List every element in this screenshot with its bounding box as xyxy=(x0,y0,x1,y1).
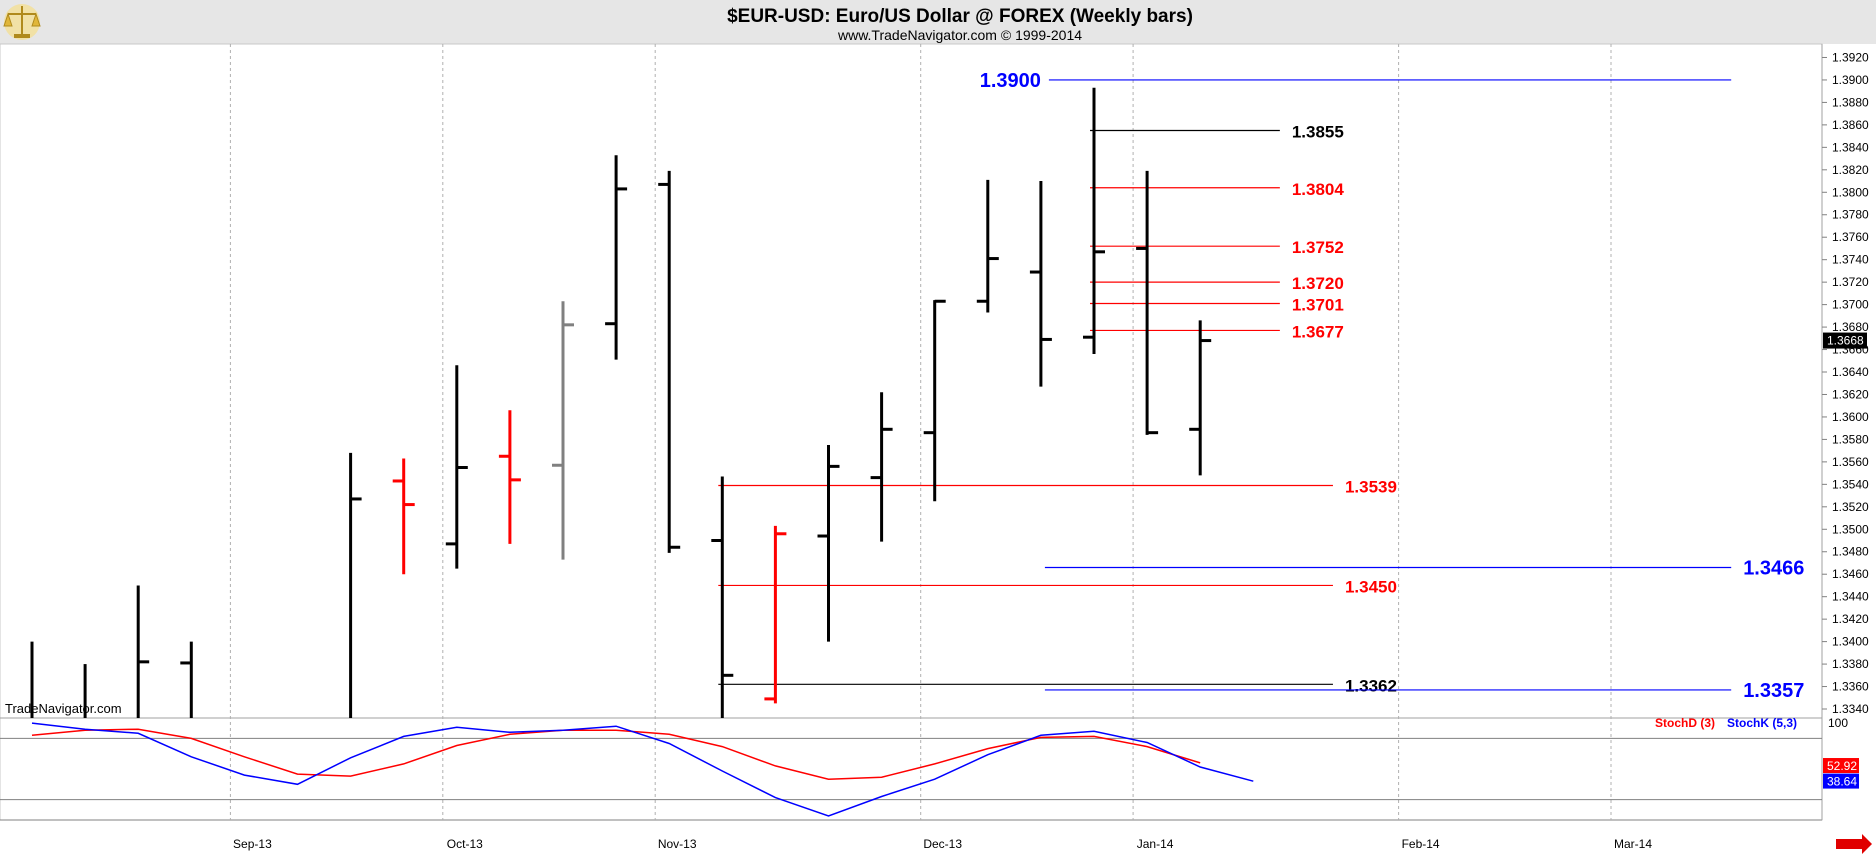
y-tick-label: 1.3400 xyxy=(1832,635,1869,649)
level-label: 1.3701 xyxy=(1292,295,1344,314)
y-tick-label: 1.3860 xyxy=(1832,118,1869,132)
level-label: 1.3900 xyxy=(980,70,1041,92)
stochk-value-box xyxy=(1823,773,1859,789)
x-tick-label: Sep-13 xyxy=(233,837,272,851)
y-tick-label: 1.3840 xyxy=(1832,140,1869,154)
level-label: 1.3720 xyxy=(1292,274,1344,293)
y-tick-label: 1.3560 xyxy=(1832,455,1869,469)
y-tick-label: 1.3500 xyxy=(1832,522,1869,536)
plot-frame xyxy=(0,43,1823,821)
x-tick-label: Feb-14 xyxy=(1402,837,1440,851)
stochd-value-box xyxy=(1823,758,1859,774)
y-tick-label: 1.3600 xyxy=(1832,410,1869,424)
y-tick-label: 1.3520 xyxy=(1832,500,1869,514)
y-tick-label: 1.3780 xyxy=(1832,208,1869,222)
y-tick-label: 1.3720 xyxy=(1832,275,1869,289)
stoch-axis-top-label: 100 xyxy=(1828,716,1848,730)
level-label: 1.3466 xyxy=(1743,557,1804,579)
y-tick-label: 1.3920 xyxy=(1832,50,1869,64)
level-label: 1.3804 xyxy=(1292,180,1345,199)
y-tick-label: 1.3480 xyxy=(1832,545,1869,559)
x-tick-label: Jan-14 xyxy=(1137,837,1174,851)
legend-stochd: StochD (3) xyxy=(1655,716,1715,730)
x-tick-label: Mar-14 xyxy=(1614,837,1652,851)
y-tick-label: 1.3540 xyxy=(1832,477,1869,491)
header-background xyxy=(0,0,1876,44)
chart-title: $EUR-USD: Euro/US Dollar @ FOREX (Weekly… xyxy=(727,6,1193,27)
stochd-value-label: 52.92 xyxy=(1827,759,1857,773)
scales-logo-icon xyxy=(3,4,41,40)
last-price-box xyxy=(1823,332,1867,349)
chart-subtitle: www.TradeNavigator.com © 1999-2014 xyxy=(837,27,1082,43)
y-tick-label: 1.3580 xyxy=(1832,432,1869,446)
y-tick-label: 1.3620 xyxy=(1832,387,1869,401)
y-tick-label: 1.3820 xyxy=(1832,163,1869,177)
y-tick-label: 1.3460 xyxy=(1832,567,1869,581)
y-tick-label: 1.3900 xyxy=(1832,73,1869,87)
last-price-label: 1.3668 xyxy=(1827,334,1864,348)
y-tick-label: 1.3420 xyxy=(1832,612,1869,626)
stochk-value-label: 38.64 xyxy=(1827,775,1857,789)
level-label: 1.3752 xyxy=(1292,238,1344,257)
watermark-text: TradeNavigator.com xyxy=(5,701,122,716)
scroll-right-arrow-icon[interactable] xyxy=(1836,834,1872,854)
level-label: 1.3855 xyxy=(1292,122,1344,141)
y-tick-label: 1.3800 xyxy=(1832,185,1869,199)
y-tick-label: 1.3340 xyxy=(1832,702,1869,716)
level-label: 1.3362 xyxy=(1345,676,1397,695)
y-tick-label: 1.3680 xyxy=(1832,320,1869,334)
stochk-line xyxy=(31,722,1254,817)
y-tick-label: 1.3440 xyxy=(1832,590,1869,604)
level-label: 1.3539 xyxy=(1345,477,1397,496)
x-tick-label: Oct-13 xyxy=(447,837,483,851)
x-tick-label: Nov-13 xyxy=(658,837,697,851)
y-tick-label: 1.3700 xyxy=(1832,298,1869,312)
y-tick-label: 1.3640 xyxy=(1832,365,1869,379)
y-tick-label: 1.3740 xyxy=(1832,253,1869,267)
y-tick-label: 1.3380 xyxy=(1832,657,1869,671)
level-label: 1.3677 xyxy=(1292,322,1344,341)
legend-stochk: StochK (5,3) xyxy=(1727,716,1797,730)
y-tick-label: 1.3760 xyxy=(1832,230,1869,244)
x-tick-label: Dec-13 xyxy=(923,837,962,851)
y-tick-label: 1.3360 xyxy=(1832,680,1869,694)
level-label: 1.3357 xyxy=(1743,680,1804,702)
y-tick-label: 1.3880 xyxy=(1832,95,1869,109)
level-label: 1.3450 xyxy=(1345,577,1397,596)
stochd-line xyxy=(31,728,1201,780)
